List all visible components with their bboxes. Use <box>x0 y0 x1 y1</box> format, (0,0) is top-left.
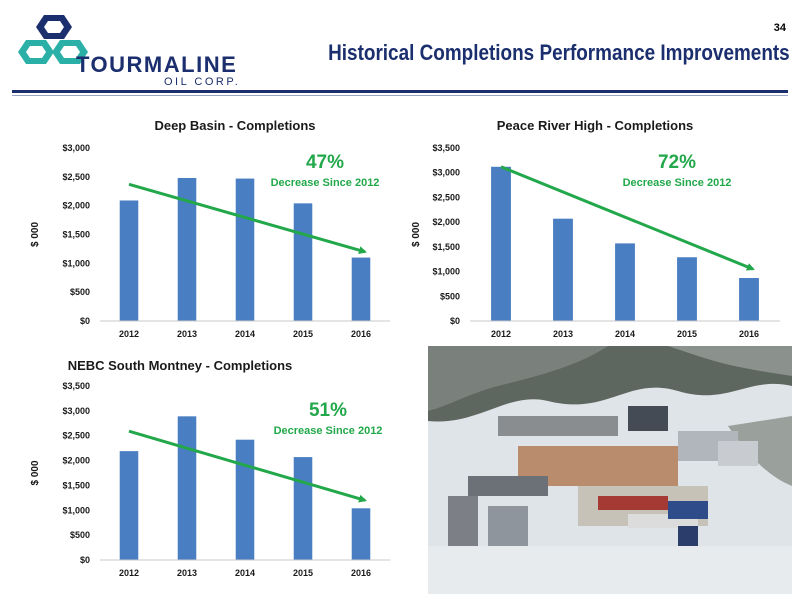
chart-title: Deep Basin - Completions <box>154 118 315 133</box>
x-tick-label: 2013 <box>553 329 573 339</box>
x-tick-label: 2014 <box>235 329 255 339</box>
bar-2012 <box>119 200 139 321</box>
y-tick-label: $1,000 <box>62 258 90 268</box>
bar-2016 <box>739 277 759 321</box>
y-tick-label: $2,000 <box>62 456 90 466</box>
bar-2012 <box>119 451 139 560</box>
trend-arrow <box>128 182 367 254</box>
decrease-percent: 72% <box>658 152 696 173</box>
x-tick-label: 2016 <box>351 568 371 578</box>
page-number: 34 <box>773 22 786 34</box>
chart-title: NEBC South Montney - Completions <box>68 358 293 373</box>
logo-subtitle: OIL CORP. <box>164 76 241 88</box>
x-tick-label: 2013 <box>177 568 197 578</box>
x-tick-label: 2014 <box>615 329 635 339</box>
y-tick-label: $1,500 <box>62 230 90 240</box>
y-tick-label: $1,500 <box>62 480 90 490</box>
y-tick-label: $1,000 <box>62 505 90 515</box>
x-tick-label: 2015 <box>677 329 697 339</box>
chart-peace-river-high: Peace River High - Completions $0 $500 $1,0… <box>411 118 780 339</box>
trend-arrow <box>128 429 367 503</box>
bar-2013 <box>553 218 573 321</box>
page-title: Historical Completions Performance Impro… <box>328 40 790 65</box>
decrease-percent: 51% <box>309 400 347 421</box>
x-tick-label: 2014 <box>235 568 255 578</box>
bar-2012 <box>491 166 511 321</box>
bar-2014 <box>615 243 635 321</box>
y-tick-label: $3,500 <box>432 143 460 153</box>
y-axis-label: $ 000 <box>30 222 41 247</box>
y-tick-label: $500 <box>70 530 90 540</box>
y-tick-label: $2,500 <box>62 431 90 441</box>
y-axis-label: $ 000 <box>411 222 422 247</box>
y-tick-label: $2,500 <box>62 172 90 182</box>
y-tick-label: $2,000 <box>432 217 460 227</box>
bar-2014 <box>235 439 255 560</box>
y-tick-label: $1,000 <box>432 267 460 277</box>
x-tick-label: 2012 <box>119 568 139 578</box>
logo-hexagon-icon <box>18 15 88 64</box>
decrease-caption: Decrease Since 2012 <box>271 177 380 189</box>
y-tick-label: $0 <box>80 316 90 326</box>
decrease-caption: Decrease Since 2012 <box>623 177 732 189</box>
trend-arrow <box>500 165 755 271</box>
x-tick-label: 2013 <box>177 329 197 339</box>
y-tick-label: $3,500 <box>62 381 90 391</box>
well-pad-photo <box>428 346 792 594</box>
x-tick-label: 2016 <box>351 329 371 339</box>
y-tick-label: $2,500 <box>432 192 460 202</box>
y-axis-label: $ 000 <box>30 460 41 485</box>
y-tick-label: $0 <box>80 555 90 565</box>
bar-2016 <box>351 257 371 321</box>
x-tick-label: 2015 <box>293 329 313 339</box>
bar-2015 <box>293 457 313 560</box>
bar-2013 <box>177 416 197 560</box>
y-tick-label: $3,000 <box>62 406 90 416</box>
chart-deep-basin: Deep Basin - Completions $0 $500 $1,000 $1,5… <box>30 118 390 339</box>
header-divider <box>12 90 788 93</box>
x-tick-label: 2012 <box>119 329 139 339</box>
bar-2016 <box>351 508 371 560</box>
bar-2015 <box>677 257 697 321</box>
logo-name: TOURMALINE <box>76 52 238 77</box>
y-tick-label: $2,000 <box>62 201 90 211</box>
tourmaline-logo: TOURMALINE OIL CORP. <box>14 10 244 88</box>
y-tick-label: $3,000 <box>62 143 90 153</box>
decrease-percent: 47% <box>306 152 344 173</box>
bar-2015 <box>293 203 313 321</box>
y-tick-label: $500 <box>70 287 90 297</box>
y-tick-label: $0 <box>450 316 460 326</box>
y-tick-label: $500 <box>440 291 460 301</box>
chart-title: Peace River High - Completions <box>497 118 694 133</box>
x-tick-label: 2012 <box>491 329 511 339</box>
y-tick-label: $1,500 <box>432 242 460 252</box>
chart-nebc-south-montney: NEBC South Montney - Completions $0 $500 $1… <box>30 358 390 578</box>
bar-2014 <box>235 178 255 321</box>
bar-2013 <box>177 177 197 321</box>
header-divider-thin <box>12 95 788 96</box>
x-tick-label: 2016 <box>739 329 759 339</box>
decrease-caption: Decrease Since 2012 <box>274 425 383 437</box>
y-tick-label: $3,000 <box>432 168 460 178</box>
x-tick-label: 2015 <box>293 568 313 578</box>
